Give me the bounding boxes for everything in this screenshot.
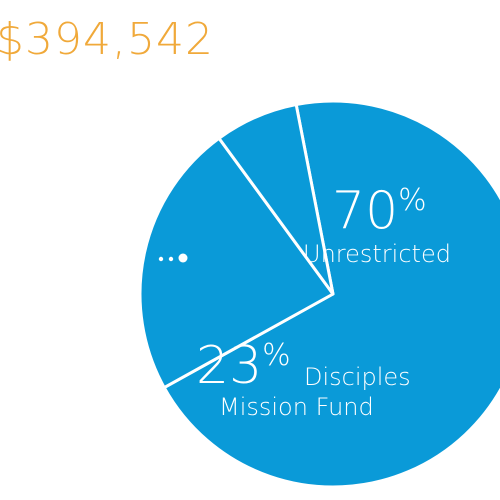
marker-dot — [158, 256, 164, 262]
slice-label-dmf-pct: 23% — [196, 336, 291, 396]
slice-marker-dots — [158, 253, 188, 263]
slice-label-dmf-name-line1: Disciples — [304, 363, 411, 391]
slice-other — [217, 103, 335, 296]
slice-label-unrestricted-name: Unrestricted — [303, 240, 451, 268]
total-amount: $394,542 — [0, 14, 214, 65]
pie-slices — [138, 99, 500, 489]
marker-dot — [178, 253, 188, 263]
marker-dot — [168, 256, 174, 262]
slice-label-dmf-name-line2: Mission Fund — [219, 393, 374, 421]
slice-unrestricted — [162, 99, 500, 489]
slice-disciples-mission-fund — [138, 136, 335, 390]
slice-label-unrestricted-pct: 70% — [332, 181, 427, 241]
